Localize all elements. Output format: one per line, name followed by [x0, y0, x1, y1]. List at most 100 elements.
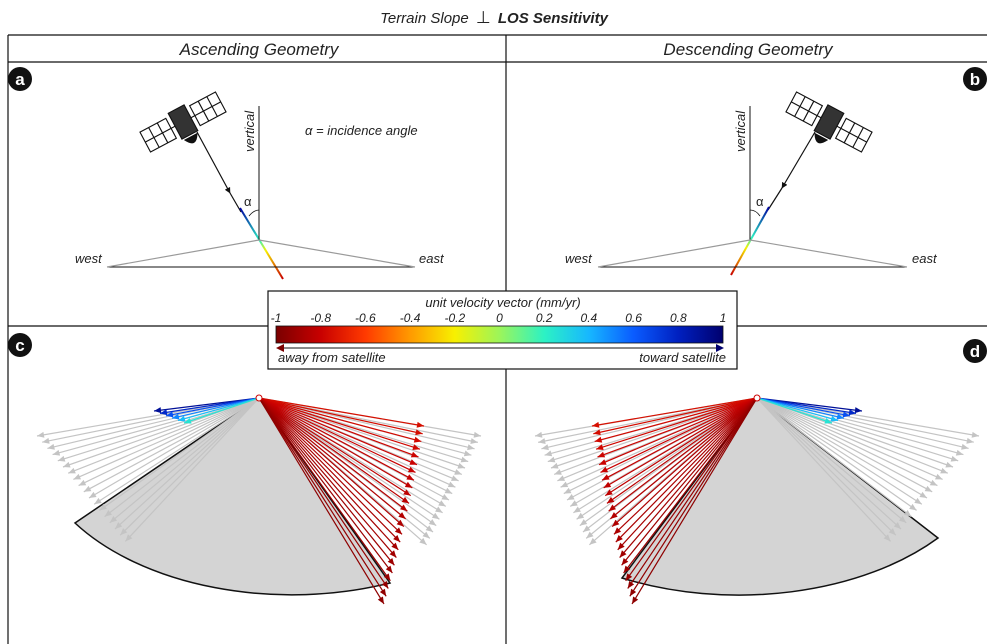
vector-arrow: [258, 397, 415, 481]
arrow-head-icon: [166, 411, 174, 418]
vector-arrow: [615, 397, 758, 543]
vector-arrow: [756, 397, 851, 417]
west-label: west: [565, 251, 593, 266]
arrow-head-icon: [594, 436, 603, 443]
incidence-arc: [749, 209, 761, 217]
vertical-label: vertical: [733, 110, 748, 152]
arrow-head-icon: [42, 437, 50, 444]
vector-arrow: [258, 397, 440, 520]
vector-arrow: [756, 397, 933, 493]
vector-arrow: [609, 397, 758, 520]
vector-arrow: [603, 397, 758, 489]
vector-arrow: [598, 397, 758, 466]
arrow-head-icon: [52, 449, 61, 456]
arrow-head-icon: [961, 443, 969, 450]
arrow-head-icon: [919, 491, 927, 498]
vector-arrow: [258, 397, 397, 558]
arrow-head-icon: [909, 503, 917, 511]
arrow-head-icon: [377, 596, 384, 604]
arrow-head-icon: [403, 489, 411, 496]
vector-arrow: [183, 397, 260, 424]
panel-badge-c: c: [8, 333, 32, 357]
arrow-head-icon: [613, 527, 622, 535]
arrow-head-icon: [617, 542, 625, 550]
terrain-profile: [106, 239, 416, 268]
arrow-head-icon: [632, 596, 639, 604]
vector-arrow: [114, 397, 260, 530]
arrow-head-icon: [596, 444, 604, 450]
east-label: east: [912, 251, 938, 266]
arrow-head-icon: [544, 450, 553, 457]
arrow-head-icon: [602, 474, 610, 481]
vector-arrow: [613, 397, 758, 535]
arrow-head-icon: [391, 542, 399, 550]
vector-arrow: [258, 397, 456, 488]
vector-arrow: [258, 397, 408, 512]
vector-arrow: [604, 397, 758, 497]
arrow-head-icon: [425, 525, 433, 532]
arrow-head-icon: [597, 451, 606, 458]
vector-arrow: [119, 397, 260, 536]
vector-arrow: [67, 397, 260, 474]
arrow-head-icon: [416, 421, 424, 428]
arrow-head-icon: [848, 409, 856, 416]
arrow-head-icon: [419, 537, 427, 545]
vector-arrow: [258, 397, 423, 435]
arrow-head-icon: [99, 503, 107, 511]
svg-text:c: c: [15, 336, 24, 355]
vector-arrow: [621, 397, 758, 566]
vector-arrow: [623, 397, 758, 574]
arrow-head-icon: [940, 467, 948, 474]
arrow-head-icon: [441, 494, 449, 500]
arrow-head-icon: [389, 550, 397, 558]
colorbar-tick-label: 0.4: [581, 311, 598, 325]
arrow-head-icon: [115, 522, 123, 529]
arrow-head-icon: [950, 455, 959, 462]
colorbar-tick-label: -0.2: [444, 311, 465, 325]
arrow-head-icon: [83, 485, 92, 492]
panel-badge-a: a: [8, 67, 32, 91]
vector-arrow: [597, 397, 758, 458]
arrow-head-icon: [971, 431, 979, 438]
colorbar-tick-label: 1: [720, 311, 727, 325]
terrain-profile: [597, 239, 908, 268]
arrow-head-icon: [547, 456, 556, 463]
vector-arrow: [576, 397, 758, 520]
vector-arrow: [541, 397, 758, 450]
arrow-head-icon: [606, 496, 615, 504]
arrow-head-icon: [929, 479, 938, 486]
los-colored-segment: [730, 206, 770, 276]
arrow-head-icon: [824, 417, 832, 424]
arrow-head-icon: [924, 485, 933, 492]
vector-arrow: [611, 397, 758, 528]
vector-arrow: [756, 397, 845, 419]
arrow-head-icon: [576, 512, 585, 520]
arrow-head-icon: [621, 557, 629, 566]
arrow-head-icon: [444, 487, 453, 494]
colorbar-tick-label: 0.2: [536, 311, 553, 325]
arrow-head-icon: [605, 489, 613, 496]
arrow-head-icon: [563, 487, 572, 494]
arrow-head-icon: [435, 506, 443, 513]
vector-arrow: [594, 397, 758, 443]
svg-text:b: b: [970, 70, 980, 89]
vector-arrow: [756, 397, 912, 518]
panel-c-slope-diagram: [36, 394, 482, 605]
arrow-head-icon: [888, 528, 896, 536]
arrow-head-icon: [612, 519, 620, 527]
vector-arrow: [258, 397, 419, 458]
arrow-head-icon: [470, 438, 478, 444]
vector-arrow: [629, 397, 758, 597]
vector-arrow: [258, 397, 466, 469]
arrow-head-icon: [394, 527, 403, 535]
arrow-head-icon: [586, 531, 594, 539]
arrow-head-icon: [184, 417, 192, 424]
pivot-point: [753, 394, 761, 402]
arrow-head-icon: [385, 565, 393, 574]
arrow-head-icon: [413, 436, 422, 443]
arrow-head-icon: [125, 534, 133, 542]
colorbar-tick-label: -1: [271, 311, 282, 325]
vector-arrow: [627, 397, 758, 589]
arrow-head-icon: [627, 581, 635, 589]
vector-arrow: [756, 397, 897, 536]
